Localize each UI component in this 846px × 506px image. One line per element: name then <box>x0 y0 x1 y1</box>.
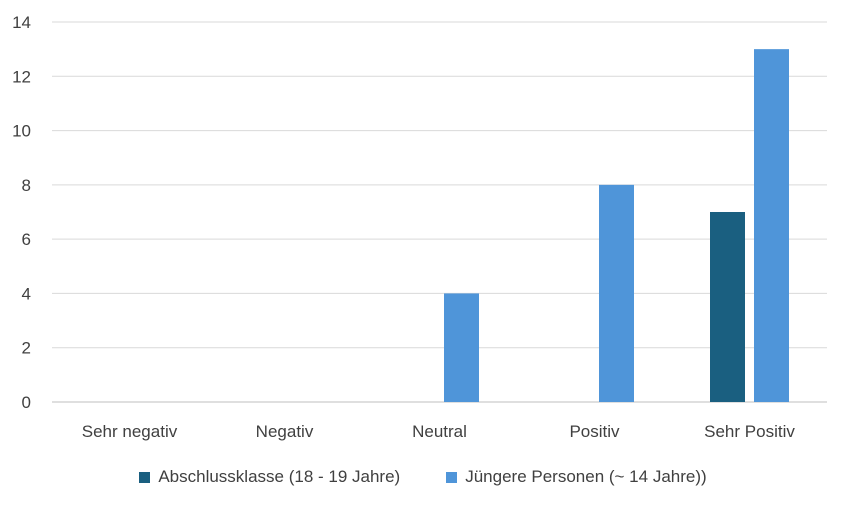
y-tick-label: 14 <box>12 13 31 32</box>
y-axis-ticks: 0 2 4 6 8 10 12 14 <box>12 13 31 412</box>
y-tick-label: 10 <box>12 122 31 141</box>
legend: Abschlussklasse (18 - 19 Jahre) Jüngere … <box>0 462 846 492</box>
y-tick-label: 8 <box>22 176 31 195</box>
x-tick-label: Sehr negativ <box>82 422 178 441</box>
y-tick-label: 0 <box>22 393 31 412</box>
gridlines <box>52 21 827 403</box>
y-tick-label: 2 <box>22 339 31 358</box>
bar-series-2 <box>444 293 479 402</box>
y-tick-label: 4 <box>22 284 31 303</box>
x-tick-label: Negativ <box>256 422 314 441</box>
x-tick-label: Positiv <box>569 422 620 441</box>
bar-series-2 <box>754 49 789 403</box>
legend-item-series-1: Abschlussklasse (18 - 19 Jahre) <box>139 467 400 487</box>
bar-series-2 <box>599 184 634 402</box>
bars <box>444 49 789 403</box>
x-tick-label: Neutral <box>412 422 467 441</box>
bar-chart: 0 2 4 6 8 10 12 14 Sehr negativ Negativ Neutral Po… <box>12 13 827 441</box>
y-tick-label: 12 <box>12 67 31 86</box>
legend-item-series-2: Jüngere Personen (~ 14 Jahre)) <box>446 467 707 487</box>
bar-series-1 <box>710 212 745 402</box>
y-tick-label: 6 <box>22 230 31 249</box>
legend-swatch-series-2 <box>446 471 458 483</box>
legend-swatch-series-1 <box>139 471 151 483</box>
legend-label-series-1: Abschlussklasse (18 - 19 Jahre) <box>158 467 401 486</box>
x-axis-ticks: Sehr negativ Negativ Neutral Positiv Sehr Po… <box>82 422 796 441</box>
x-tick-label: Sehr Positiv <box>704 422 795 441</box>
legend-label-series-2: Jüngere Personen (~ 14 Jahre)) <box>465 467 707 486</box>
